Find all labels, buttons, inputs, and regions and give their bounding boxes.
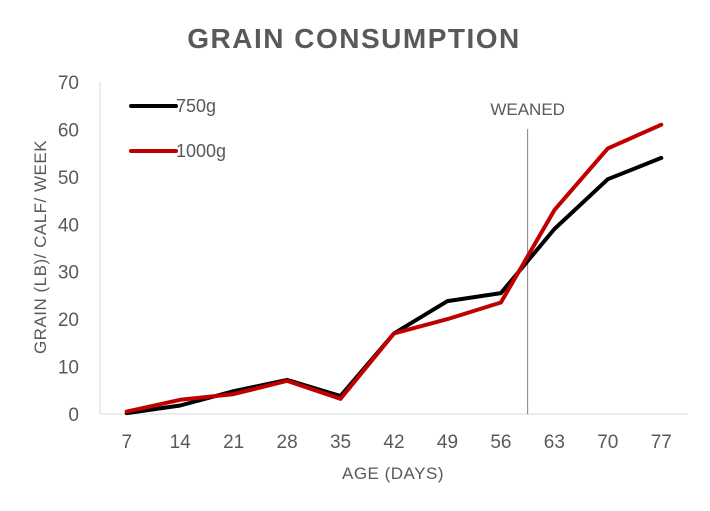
x-tick-label: 21 <box>223 432 244 453</box>
chart-title: GRAIN CONSUMPTION <box>187 23 521 54</box>
y-tick-label: 60 <box>58 120 79 141</box>
x-tick-label: 49 <box>437 432 458 453</box>
x-axis-label: AGE (DAYS) <box>342 464 444 483</box>
y-axis-label: GRAIN (LB)/ CALF/ WEEK <box>31 140 50 354</box>
legend: 750g 1000g <box>129 96 226 161</box>
axes: 0 10 20 30 40 50 60 70 7 14 21 28 35 42 49 56 63 70 77 <box>58 73 688 453</box>
x-tick-label: 14 <box>170 432 192 453</box>
x-tick-label: 77 <box>651 432 672 453</box>
legend-label-1000g: 1000g <box>176 141 226 161</box>
x-tick-label: 28 <box>277 432 298 453</box>
y-tick-label: 40 <box>58 215 79 236</box>
weaned-annotation: WEANED <box>490 100 565 119</box>
y-tick-label: 0 <box>68 405 79 426</box>
y-tick-label: 70 <box>58 73 79 94</box>
y-tick-label: 50 <box>58 168 79 189</box>
series-lines <box>124 122 664 416</box>
x-tick-label: 35 <box>330 432 351 453</box>
x-tick-label: 56 <box>490 432 511 453</box>
y-tick-label: 10 <box>58 358 79 379</box>
series-line-1000g <box>124 122 664 414</box>
legend-label-750g: 750g <box>176 96 216 116</box>
y-tick-label: 30 <box>58 263 79 284</box>
x-tick-label: 70 <box>597 432 618 453</box>
x-tick-label: 63 <box>544 432 565 453</box>
annotations: WEANED <box>490 100 565 414</box>
x-tick-label: 42 <box>383 432 404 453</box>
series-line-750g <box>124 155 664 416</box>
x-tick-label: 7 <box>121 432 132 453</box>
y-tick-label: 20 <box>58 310 79 331</box>
